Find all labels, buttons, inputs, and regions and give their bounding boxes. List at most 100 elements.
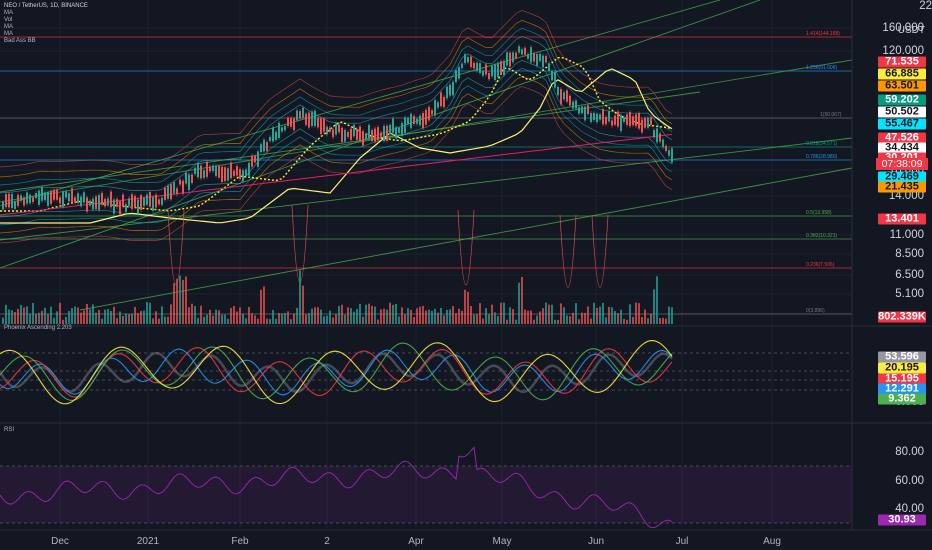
time-tick[interactable]: Jun [587,536,605,547]
volume-bar [365,304,367,324]
volume-bar [215,309,217,324]
candle-body [140,195,142,210]
candle-body [5,194,7,208]
volume-bar [401,307,403,324]
volume-bar [497,316,499,324]
volume-bar [416,308,418,324]
candle-body [377,127,379,141]
candle-body [8,193,10,208]
volume-bar [332,317,334,324]
volume-bar [143,310,145,324]
candle-body [398,127,400,133]
volume-bar [260,289,262,324]
candle-body [581,106,583,114]
indicator-ma-1[interactable]: MA [4,10,13,16]
candle-body [635,114,637,127]
time-tick[interactable]: Apr [408,536,424,547]
price-axis-label[interactable]: 120.000 [882,45,924,57]
price-tag: 29.469 [878,171,926,183]
candle-body [440,92,442,107]
price-axis-label[interactable]: 160.000 [882,22,924,34]
volume-bar [380,309,382,324]
time-tick[interactable]: 2021 [136,536,160,547]
candle-body [113,199,115,214]
price-tag: 21.435 [878,181,926,193]
volume-bar [275,318,277,324]
candle-body [395,127,397,139]
time-tick[interactable]: May [492,536,512,547]
time-tick[interactable]: Feb [231,536,249,547]
band-spike [457,209,475,286]
indicator-vol[interactable]: Vol [4,17,13,23]
rsi-axis-label[interactable]: 80.00 [895,446,924,458]
time-tick[interactable]: 2 [324,536,330,547]
volume-bar [356,308,358,324]
time-tick[interactable]: Dec [51,536,69,547]
candle-body [614,115,616,125]
indicator-ma-2[interactable]: MA [4,24,13,30]
volume-bar [482,318,484,324]
indicator-bollinger[interactable]: Bad Ass BB [4,38,36,44]
volume-bar [188,307,190,324]
volume-bar [62,319,64,324]
candle-body [272,127,274,142]
candle-body [536,54,538,66]
rsi-axis-label[interactable]: 40.00 [895,503,924,515]
candle-body [626,114,628,125]
candle-body [362,131,364,146]
indicator-ma-3[interactable]: MA [4,31,13,37]
volume-bar [515,319,517,324]
candle-body [575,100,577,109]
oscillator-title[interactable]: Phoenix Ascending 2.203 [4,325,72,331]
volume-bar [314,307,316,324]
fib-label: 0.382(10.321) [806,233,838,239]
rsi-axis-label[interactable]: 60.00 [895,475,924,487]
volume-bar [224,314,226,324]
candle-body [515,52,517,59]
volume-bar [299,270,301,324]
price-axis-label[interactable]: 11.000 [889,229,924,241]
volume-bar [293,313,295,324]
price-tag: 66.885 [878,68,926,80]
rsi-line [0,446,673,529]
candle-body [611,120,613,126]
candle-body [539,53,541,62]
volume-bar [635,302,637,324]
volume-bar [377,319,379,324]
band-line [0,68,673,226]
osc-value-tag: 20.195 [878,362,926,374]
volume-bar [614,311,616,324]
volume-bar [413,317,415,324]
axis-unit[interactable]: USDT [897,25,925,36]
symbol-title[interactable]: NEO / TetherUS, 1D, BINANCE [4,3,88,9]
candle-body [38,190,40,205]
price-axis-label[interactable]: 14.000 [888,190,924,202]
candle-body [203,170,205,178]
volume-bar [17,308,19,324]
candle-body [224,167,226,182]
volume-bar [305,314,307,324]
candle-body [470,56,472,67]
volume-bar [266,318,268,324]
price-axis-label[interactable]: 6.500 [895,269,924,281]
volume-bar [134,306,136,324]
candle-body [506,52,508,66]
time-tick[interactable]: Jul [675,536,689,547]
price-axis-label[interactable]: 8.500 [895,248,924,260]
candle-body [503,60,505,75]
candle-body [518,46,520,53]
candle-body [383,125,385,142]
rsi-title[interactable]: RSI [4,427,15,433]
candle-body [617,111,619,127]
rsi-band [0,466,852,523]
candle-body [89,200,91,206]
volume-bar [449,309,451,324]
time-tick[interactable]: Aug [763,536,781,547]
candle-body [365,134,367,139]
candle-body [20,195,22,201]
volume-bar [338,305,340,324]
candle-body [107,198,109,206]
candle-body [116,199,118,207]
price-axis-label[interactable]: 5.100 [895,288,924,300]
